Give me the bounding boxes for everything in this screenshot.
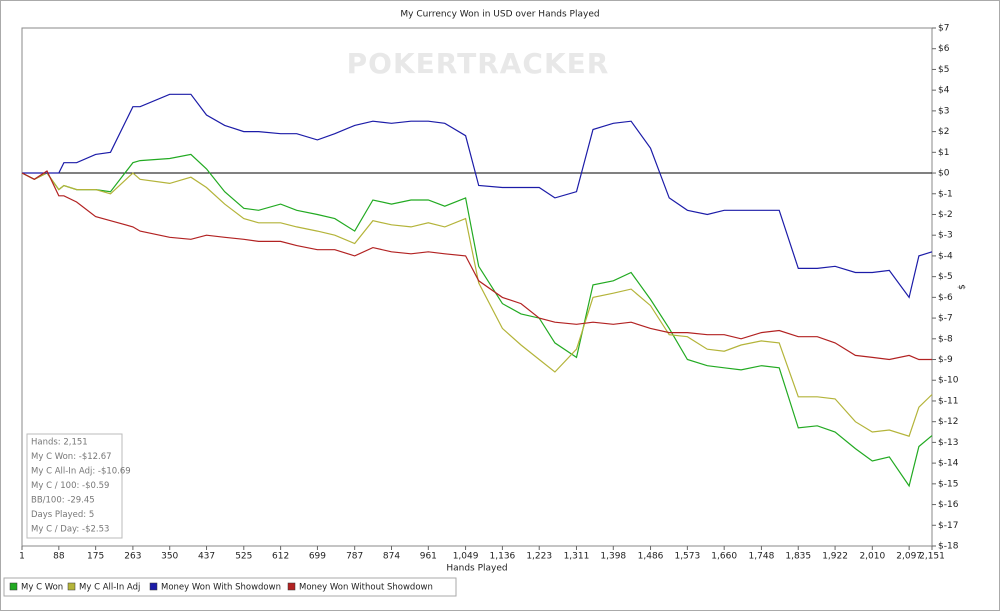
- y-tick-label: $-5: [938, 272, 953, 282]
- x-tick-label: 699: [309, 552, 326, 562]
- legend-label: Money Won With Showdown: [161, 583, 281, 593]
- y-tick-label: $-9: [938, 355, 953, 365]
- legend-label: My C Won: [21, 583, 63, 593]
- legend-box: [3, 577, 457, 597]
- x-tick-label: 874: [383, 552, 400, 562]
- y-tick-label: $1: [938, 148, 949, 158]
- series-line: [21, 172, 933, 437]
- y-tick-label: $-10: [938, 376, 959, 386]
- x-tick-label: 1,049: [453, 552, 479, 562]
- x-tick-label: 350: [161, 552, 178, 562]
- y-tick-label: $-3: [938, 231, 953, 241]
- legend-label: Money Won Without Showdown: [299, 583, 433, 593]
- x-tick-label: 88: [53, 552, 65, 562]
- x-tick-label: 1,573: [674, 552, 700, 562]
- stats-line: Days Played: 5: [31, 510, 94, 520]
- plot-area: [21, 27, 933, 547]
- y-tick-label: $-6: [938, 293, 953, 303]
- stats-line: My C / Day: -$2.53: [31, 525, 109, 535]
- stats-line: My C / 100: -$0.59: [31, 481, 109, 491]
- legend-swatch: [149, 582, 158, 591]
- y-tick-label: $-13: [938, 438, 958, 448]
- x-tick-label: 1,922: [822, 552, 848, 562]
- y-tick-label: $6: [938, 44, 950, 54]
- legend-swatch: [9, 582, 18, 591]
- series-line: [22, 93, 933, 299]
- x-tick-label: 612: [272, 552, 289, 562]
- y-tick-label: $-17: [938, 521, 958, 531]
- x-tick-label: 1,398: [600, 552, 626, 562]
- y-tick-label: $-11: [938, 396, 958, 406]
- x-tick-label: 961: [420, 552, 437, 562]
- y-tick-label: $-15: [938, 479, 958, 489]
- y-tick-label: $-2: [938, 210, 953, 220]
- y-tick-label: $0: [938, 169, 950, 179]
- legend-swatch: [287, 582, 296, 591]
- x-tick-label: 1,835: [785, 552, 811, 562]
- x-tick-label: 2,151: [919, 552, 945, 562]
- x-tick-label: 1,311: [564, 552, 590, 562]
- y-tick-label: $3: [938, 106, 949, 116]
- x-axis-label: Hands Played: [446, 564, 507, 574]
- legend-label: My C All-In Adj: [79, 583, 140, 593]
- x-tick-label: 1: [19, 552, 25, 562]
- stats-line: My C All-In Adj: -$10.69: [31, 467, 131, 477]
- x-tick-label: 787: [346, 552, 363, 562]
- y-tick-label: $5: [938, 65, 949, 75]
- y-tick-label: $-1: [938, 189, 953, 199]
- x-tick-label: 2,010: [859, 552, 885, 562]
- series-line: [21, 153, 933, 488]
- stats-line: BB/100: -29.45: [31, 496, 95, 506]
- x-tick-label: 1,223: [526, 552, 552, 562]
- x-tick-label: 525: [235, 552, 252, 562]
- y-tick-label: $-12: [938, 417, 958, 427]
- y-tick-label: $-18: [938, 542, 959, 552]
- x-tick-label: 1,136: [490, 552, 516, 562]
- y-tick-label: $-16: [938, 500, 959, 510]
- y-tick-label: $2: [938, 127, 949, 137]
- stats-line: My C Won: -$12.67: [31, 452, 112, 462]
- chart-title: My Currency Won in USD over Hands Played: [400, 10, 599, 20]
- stats-line: Hands: 2,151: [31, 438, 88, 448]
- y-tick-label: $-4: [938, 251, 953, 261]
- watermark: POKERTRACKER: [347, 47, 610, 80]
- x-tick-label: 263: [124, 552, 141, 562]
- x-tick-label: 437: [198, 552, 215, 562]
- stats-box: [26, 433, 123, 539]
- y-tick-label: $4: [938, 86, 950, 96]
- y-tick-label: $-7: [938, 314, 953, 324]
- x-tick-label: 1,748: [749, 552, 775, 562]
- x-tick-label: 175: [87, 552, 104, 562]
- y-axis-label: $: [958, 284, 968, 290]
- y-tick-label: $-8: [938, 334, 953, 344]
- x-tick-label: 2,097: [896, 552, 922, 562]
- y-tick-label: $-14: [938, 459, 959, 469]
- y-tick-label: $7: [938, 24, 949, 34]
- series-line: [21, 170, 932, 361]
- x-tick-label: 1,660: [711, 552, 737, 562]
- x-tick-label: 1,486: [638, 552, 664, 562]
- legend-swatch: [67, 582, 76, 591]
